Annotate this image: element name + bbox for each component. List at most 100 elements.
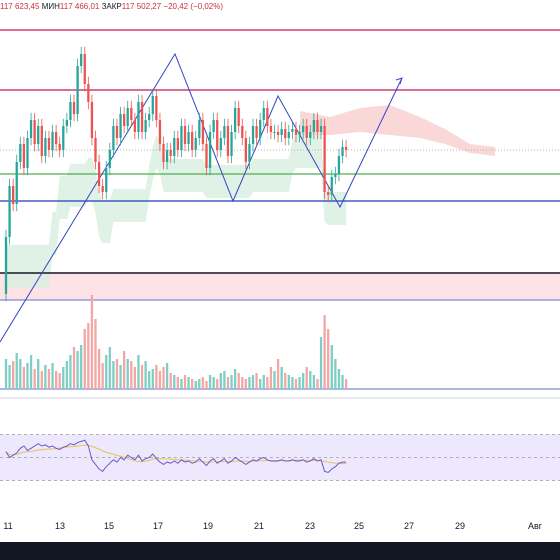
- candle-body: [122, 114, 126, 126]
- volume-bar: [273, 371, 276, 389]
- candle-body: [4, 237, 8, 294]
- volume-bar: [334, 359, 337, 389]
- candle-body: [334, 174, 337, 177]
- candle-body: [22, 144, 26, 168]
- low-value: 117 466,01: [59, 2, 100, 11]
- candle-body: [87, 84, 90, 102]
- volume-bar: [259, 379, 262, 389]
- volume-bar: [191, 379, 194, 389]
- candle-body: [173, 138, 176, 156]
- volume-bar: [151, 369, 154, 389]
- candle-body: [344, 147, 348, 150]
- volume-bar: [287, 375, 290, 389]
- volume-bar: [144, 361, 147, 389]
- candle-body: [319, 126, 323, 132]
- volume-bar: [309, 371, 312, 389]
- candle-body: [284, 129, 287, 138]
- volume-bar: [194, 381, 197, 389]
- candle-body: [244, 138, 248, 162]
- x-tick-label: 27: [403, 521, 415, 531]
- volume-bar: [244, 379, 248, 389]
- candle-body: [266, 108, 269, 126]
- candle-body: [176, 138, 179, 150]
- volume-bar: [40, 371, 43, 389]
- volume-bar: [19, 359, 22, 389]
- candle-body: [241, 126, 244, 138]
- volume-bar: [323, 315, 326, 389]
- rsi-band: [0, 434, 560, 481]
- volume-bar: [122, 351, 126, 389]
- volume-bar: [29, 355, 33, 389]
- candle-body: [330, 177, 333, 195]
- volume-bar: [237, 373, 240, 389]
- candle-body: [301, 126, 305, 132]
- volume-bar: [62, 367, 65, 389]
- volume-bar: [233, 369, 237, 389]
- volume-bar: [219, 373, 222, 389]
- volume-bar: [298, 377, 301, 389]
- candle-body: [230, 132, 233, 156]
- candle-body: [194, 138, 197, 150]
- candle-body: [47, 138, 51, 150]
- candle-body: [26, 138, 29, 168]
- x-tick-label: 21: [253, 521, 265, 531]
- volume-bar: [226, 377, 230, 389]
- volume-bar: [22, 367, 26, 389]
- candle-body: [269, 126, 273, 132]
- candle-body: [312, 120, 316, 132]
- candle-body: [44, 138, 47, 156]
- volume-bar: [230, 375, 233, 389]
- ichimoku-cloud-red: [300, 105, 495, 156]
- candle-body: [12, 186, 15, 204]
- candle-body: [90, 102, 94, 138]
- volume-bar: [101, 363, 104, 389]
- volume-bar: [165, 363, 169, 389]
- candle-body: [323, 126, 326, 192]
- volume-bar: [255, 373, 258, 389]
- candle-body: [108, 150, 111, 168]
- volume-bar: [180, 379, 183, 389]
- candle-body: [219, 138, 222, 150]
- candle-body: [276, 132, 280, 135]
- volume-bar: [327, 329, 330, 389]
- x-tick-label: Авг: [527, 521, 543, 531]
- candle-body: [126, 108, 129, 126]
- candle-body: [255, 126, 258, 138]
- candle-body: [341, 147, 344, 156]
- volume-bar: [276, 359, 280, 389]
- volume-bar: [223, 371, 226, 389]
- candle-body: [226, 126, 230, 156]
- candle-body: [262, 108, 265, 120]
- candle-body: [280, 129, 283, 135]
- candle-body: [76, 66, 79, 114]
- volume-bar: [316, 379, 319, 389]
- volume-bar: [130, 361, 133, 389]
- volume-bar: [47, 369, 51, 389]
- volume-bar: [158, 371, 162, 389]
- candle-body: [208, 132, 212, 168]
- candle-body: [148, 114, 151, 120]
- low-label: МИН: [41, 2, 60, 11]
- candle-body: [183, 126, 187, 144]
- volume-bar: [319, 337, 323, 389]
- candle-body: [151, 96, 154, 114]
- candle-body: [205, 144, 208, 168]
- volume-bar: [33, 369, 36, 389]
- volume-bar: [105, 355, 108, 389]
- candle-body: [8, 186, 11, 237]
- time-axis[interactable]: [0, 517, 560, 542]
- candle-body: [248, 144, 251, 162]
- candle-body: [305, 126, 308, 138]
- volume-bar: [69, 355, 72, 389]
- candle-body: [83, 54, 86, 84]
- volume-bar: [90, 295, 94, 389]
- candle-body: [101, 186, 104, 192]
- candle-body: [130, 108, 133, 120]
- candle-body: [97, 162, 101, 186]
- candle-body: [69, 102, 72, 120]
- volume-bar: [162, 367, 165, 389]
- candle-body: [223, 126, 226, 138]
- change-value: −20,42 (−0,02%): [163, 2, 224, 11]
- volume-bar: [8, 365, 11, 389]
